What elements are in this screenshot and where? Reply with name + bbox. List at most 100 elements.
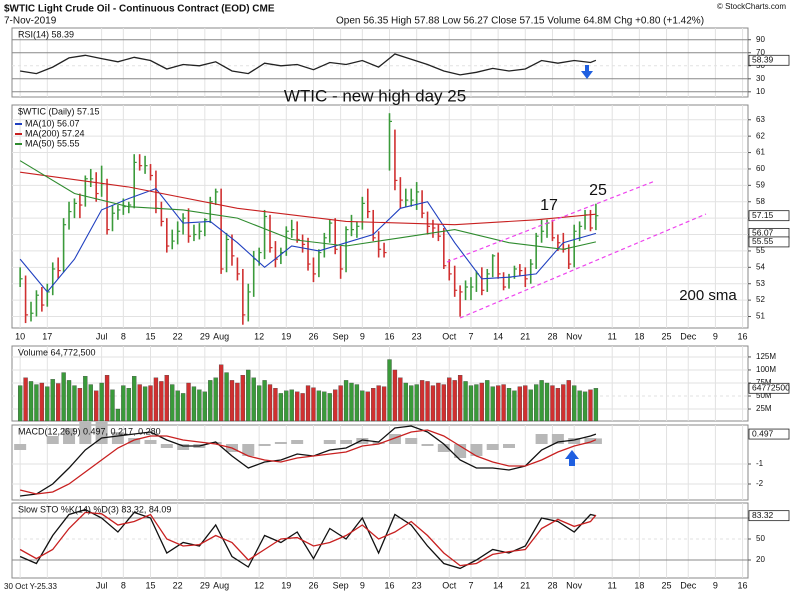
volume-bar [208,380,213,422]
volume-bar [262,380,267,422]
x-tick-label: Dec [680,331,697,341]
y-tick-label: 90 [756,35,765,44]
histogram-bar [340,440,353,444]
histogram-bar [372,442,385,444]
volume-bar [506,388,512,422]
volume-bar [175,390,180,422]
volume-bar [251,377,256,422]
histogram-bar [46,436,59,444]
volume-bar [267,384,273,422]
volume-bar [452,380,457,422]
y-tick-label: 54 [756,262,765,271]
x-tick-label: 17 [42,331,52,341]
volume-bar [180,393,186,422]
x-tick-label: Aug [213,331,229,341]
x-tick-label: 23 [412,331,422,341]
histogram-bar [128,438,141,444]
x-tick-label: 8 [121,331,126,341]
x-tick-label: 22 [173,580,183,590]
x-tick-label: 14 [493,580,503,590]
value-box [748,510,790,522]
histogram-bar [486,444,499,450]
volume-bar [23,377,28,422]
x-tick-label: 29 [200,331,210,341]
x-tick-label: 21 [520,331,530,341]
volume-bar [327,393,332,422]
chart-date: 7-Nov-2019 [4,16,57,27]
histogram-bar [160,444,173,448]
panel [11,104,749,329]
value-label: 55.55 [752,236,774,246]
x-tick-label: 29 [200,580,210,590]
y-tick-label: 62 [756,131,765,140]
trend-line [459,213,707,319]
y-tick-label: 75M [756,378,772,387]
panel-legend: Volume 64,772,500 [18,347,96,357]
footnote: 30 Oct Y-25.33 [4,582,57,591]
volume-bar [148,385,153,422]
histogram-bar [95,422,108,444]
volume-bar [17,385,23,422]
volume-bar [528,389,533,422]
volume-bar [360,390,365,422]
volume-bar [534,384,539,422]
x-tick-label: 19 [281,580,291,590]
legend-entry: MA(50) 55.55 [25,138,80,148]
volume-bar [409,385,414,422]
volume-bar [159,381,164,422]
value-box [748,54,790,66]
volume-bar [305,385,311,422]
value-label: 83.32 [752,510,774,520]
panels: 10 30 50 70 90 RSI(14) 58.39 58.39 51 52 53 54 55 56… [11,27,790,590]
volume-bar [392,369,398,422]
y-tick-label: 20 [756,555,765,564]
volume-bar [137,384,142,422]
x-tick-label: 7 [468,331,473,341]
volume-bar [56,383,61,422]
histogram-bar [177,444,190,450]
volume-bar [517,386,523,422]
histogram-bar [144,440,157,444]
volume-bar [39,382,45,422]
x-tick-label: 25 [662,580,672,590]
x-tick-label: 21 [520,580,530,590]
volume-bar [371,388,376,422]
indicator-line [19,429,597,495]
value-label: 57.15 [752,210,774,220]
volume-bar [191,386,197,422]
volume-bar [381,386,387,422]
volume-bar [333,389,338,422]
volume-bar [398,377,403,422]
volume-bar [376,385,381,422]
volume-bar [240,375,245,422]
volume-bar [202,391,207,422]
histogram-bar [291,440,304,444]
volume-bar [235,382,240,422]
volume-bar [99,382,104,422]
y-tick-label: -1 [756,459,764,468]
value-label: 0.497 [752,428,774,438]
ma-line [20,171,596,226]
volume-bar [490,386,495,422]
quote: Open 56.35 High 57.88 Low 56.27 Close 57… [336,16,704,27]
volume-bar [457,375,463,422]
histogram-bar [503,444,516,448]
volume-bar [468,385,474,422]
histogram-bar [437,444,450,452]
annotation: 200 sma [679,287,737,304]
volume-bar [197,389,202,422]
x-tick-label: 19 [281,331,291,341]
histogram-bar [242,444,255,456]
volume-bar [550,385,555,422]
value-box [748,428,790,440]
indicator-line [19,53,597,76]
volume-bar [430,385,436,422]
volume-bar [463,381,468,422]
x-tick-label: 9 [713,580,718,590]
volume-bar [45,386,50,422]
volume-bar [572,385,577,422]
volume-bar [311,387,316,422]
y-tick-label: 51 [756,312,765,321]
chart-title: $WTIC Light Crude Oil - Continuous Contr… [4,4,275,15]
histogram-bar [258,444,271,446]
